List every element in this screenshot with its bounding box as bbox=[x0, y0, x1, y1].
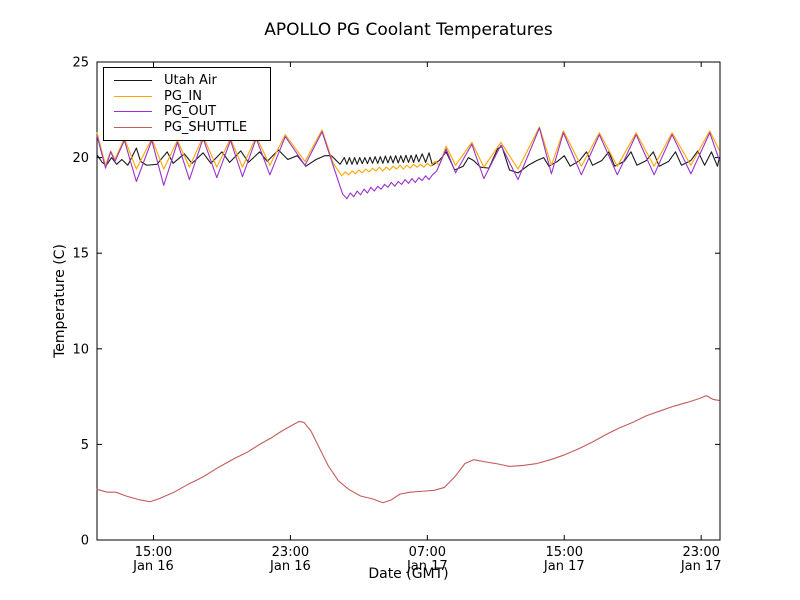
legend-line-sample bbox=[114, 80, 152, 82]
x-axis-label: Date (GMT) bbox=[368, 566, 449, 582]
x-tick-label-time: 07:00 bbox=[409, 545, 446, 560]
x-tick-label-time: 23:00 bbox=[682, 545, 719, 560]
y-axis-label: Temperature (C) bbox=[52, 244, 68, 358]
axes-frame bbox=[96, 61, 721, 541]
x-tick-label-date: Jan 16 bbox=[269, 559, 311, 574]
y-tick-label: 10 bbox=[72, 342, 89, 357]
y-tick-label: 25 bbox=[72, 56, 89, 71]
y-tick-label: 20 bbox=[72, 151, 89, 166]
legend-label: PG_IN bbox=[164, 88, 202, 104]
legend-item: Utah Air bbox=[114, 73, 262, 89]
chart-title: APOLLO PG Coolant Temperatures bbox=[264, 20, 553, 40]
legend-label: PG_SHUTTLE bbox=[164, 119, 248, 135]
x-tick-label-time: 15:00 bbox=[135, 545, 172, 560]
legend-line-sample bbox=[114, 95, 152, 97]
legend-line-sample bbox=[114, 111, 152, 113]
y-tick-label: 0 bbox=[81, 534, 89, 549]
series-line-pg-in bbox=[96, 126, 720, 177]
y-tick-label: 5 bbox=[81, 438, 89, 453]
legend-line-sample bbox=[114, 126, 152, 128]
legend-item: PG_SHUTTLE bbox=[114, 120, 262, 136]
x-tick-label-time: 23:00 bbox=[272, 545, 309, 560]
x-tick-label-date: Jan 17 bbox=[680, 559, 722, 574]
legend-label: Utah Air bbox=[164, 73, 217, 89]
legend-item: PG_OUT bbox=[114, 104, 262, 120]
x-tick-label-date: Jan 16 bbox=[132, 559, 174, 574]
x-tick-label-time: 15:00 bbox=[546, 545, 583, 560]
x-tick-label-date: Jan 17 bbox=[543, 559, 585, 574]
legend: Utah Air PG_IN PG_OUT PG_SHUTTLE bbox=[103, 67, 271, 141]
series-line-pg-out bbox=[96, 127, 720, 200]
y-tick-label: 15 bbox=[72, 247, 89, 262]
x-tick-label-date: Jan 17 bbox=[406, 559, 448, 574]
legend-item: PG_IN bbox=[114, 89, 262, 105]
series-line-pg-shuttle bbox=[96, 395, 720, 504]
legend-label: PG_OUT bbox=[164, 104, 217, 120]
